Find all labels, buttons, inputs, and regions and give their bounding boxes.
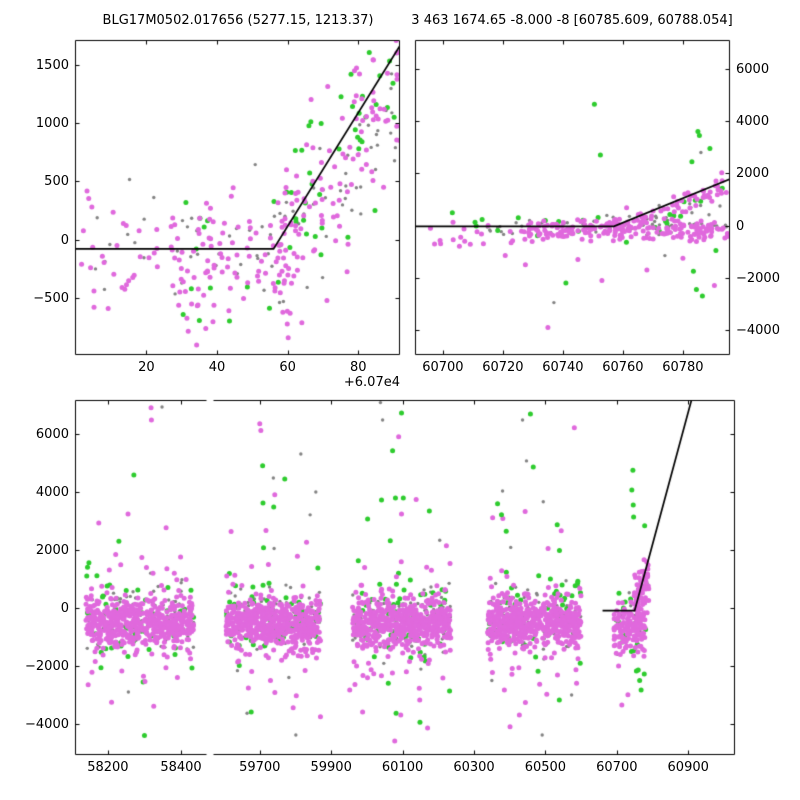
x-tick-label: 60700 <box>422 360 464 375</box>
y-tick-label: 1000 <box>35 116 69 132</box>
x-tick-label: 58200 <box>87 760 129 775</box>
y-tick-label: −2000 <box>25 658 69 674</box>
panel-title-left: BLG17M0502.017656 (5277.15, 1213.37) <box>102 13 374 28</box>
y-tick-label: 6000 <box>736 61 770 77</box>
x-tick-label: 60720 <box>482 360 524 375</box>
y-tick-label: 0 <box>60 232 69 248</box>
y-tick-label: −4000 <box>736 322 780 338</box>
y-tick-label: 6000 <box>35 426 69 442</box>
x-tick-label: 60700 <box>596 760 638 775</box>
x-tick-label: 60900 <box>667 760 709 775</box>
x-tick-label: 60300 <box>453 760 495 775</box>
x-tick-label: 59900 <box>310 760 352 775</box>
x-tick-label: 60740 <box>542 360 584 375</box>
y-tick-label: 2000 <box>736 166 770 182</box>
x-tick-label: 60 <box>279 360 296 375</box>
panel-title-right: 3 463 1674.65 -8.000 -8 [60785.609, 6078… <box>411 13 733 28</box>
x-tick-label: 40 <box>208 360 226 375</box>
y-tick-label: 1500 <box>35 58 69 74</box>
x-tick-label: 60760 <box>602 360 644 375</box>
x-tick-label: 58400 <box>160 760 202 775</box>
y-tick-label: 0 <box>60 600 69 616</box>
x-tick-label: 60100 <box>381 760 424 775</box>
y-tick-label: 500 <box>44 174 69 190</box>
y-tick-label: 2000 <box>35 542 69 558</box>
x-tick-label: 20 <box>138 360 155 375</box>
x-tick-label: 59700 <box>239 760 281 775</box>
y-tick-label: 0 <box>736 218 745 234</box>
y-tick-label: 4000 <box>736 114 770 130</box>
x-tick-label: 80 <box>350 360 367 375</box>
x-tick-label: 60500 <box>524 760 567 775</box>
y-tick-label: −2000 <box>736 270 780 286</box>
x-axis-offset-label: +6.07e4 <box>343 375 400 390</box>
y-tick-label: −500 <box>33 290 69 306</box>
y-tick-label: 4000 <box>35 484 69 500</box>
y-tick-label: −4000 <box>25 716 69 732</box>
x-tick-label: 60780 <box>662 360 704 375</box>
